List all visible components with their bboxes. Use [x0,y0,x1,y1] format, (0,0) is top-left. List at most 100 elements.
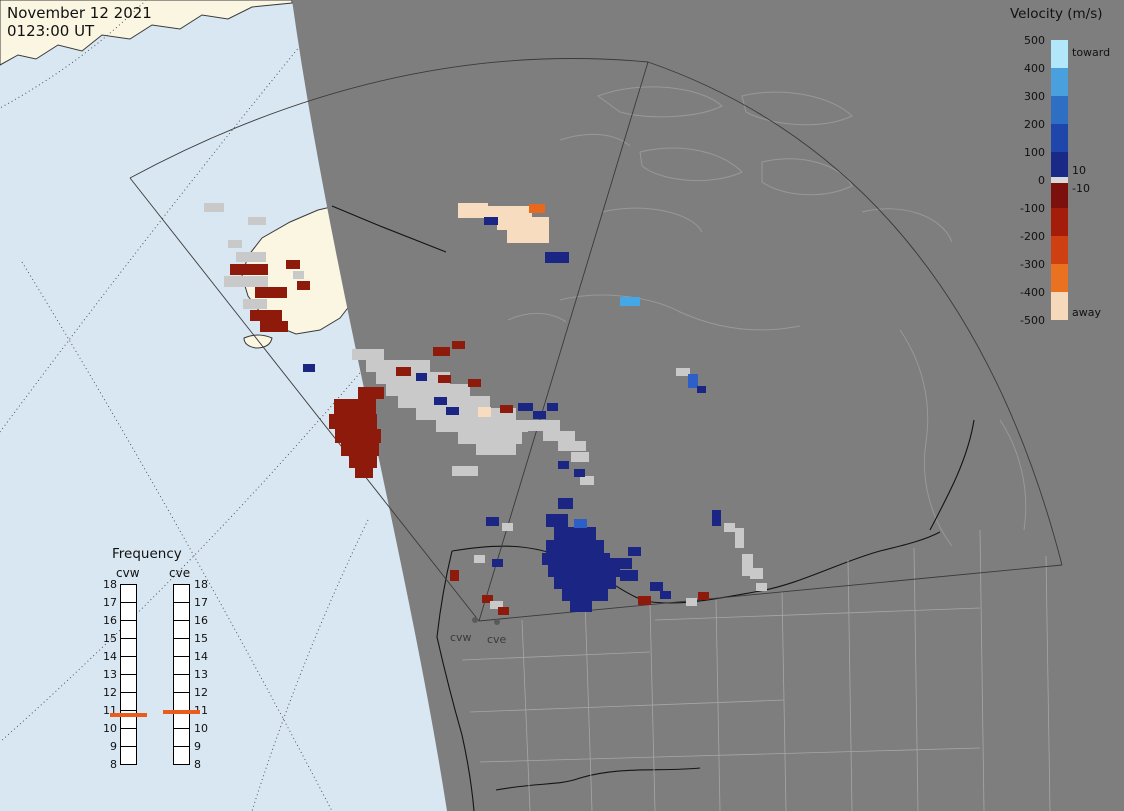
echo-cell-gray [518,420,560,431]
echo-cell-gray [243,299,267,309]
frequency-tick-cvw-12: 12 [103,686,117,699]
echo-cell-darkred [335,429,381,443]
frequency-cvw-header: cvw [116,566,140,580]
velocity-colorbar-segment [1051,182,1068,208]
echo-cell-navy [486,517,499,526]
echo-cell-darkred [297,281,310,290]
velocity-tick-0: 0 [1038,174,1045,187]
echo-cell-navy [518,403,533,411]
echo-cell-gray [756,583,767,591]
frequency-bar-segment [121,729,136,747]
echo-cell-navy [434,397,447,405]
frequency-tick-cve-10: 10 [194,722,208,735]
echo-cell-peach [497,217,549,230]
velocity-colorbar [1051,40,1068,320]
echo-cell-gray [458,432,522,444]
velocity-colorbar-segment [1051,96,1068,124]
velocity-tick--400: -400 [1020,286,1045,299]
velocity-colorbar-segment [1051,124,1068,152]
echo-cell-gray [676,368,690,376]
echo-cell-navy [558,498,573,509]
echo-cell-darkred [355,468,373,478]
frequency-bar-segment [174,675,189,693]
echo-cell-gray [228,240,242,248]
echo-cell-navy [546,514,568,527]
velocity-tick-400: 400 [1024,62,1045,75]
echo-cell-darkred [452,341,465,349]
echo-cell-gray [352,349,384,360]
frequency-bar-segment [121,675,136,693]
velocity-colorbar-segment [1051,235,1068,264]
radar-site-dot-cvw [472,617,478,623]
velocity-colorbar-segment [1051,263,1068,292]
velocity-tick-200: 200 [1024,118,1045,131]
frequency-bar-cve [173,584,190,765]
echo-cell-navy [697,386,706,393]
echo-cell-darkred [341,443,379,456]
frequency-bar-segment [174,621,189,639]
frequency-tick-cvw-16: 16 [103,614,117,627]
radar-echo-cells [204,203,767,615]
velocity-colorbar-segment [1051,152,1068,178]
echo-cell-gray [571,452,589,462]
echo-cell-navy [628,547,641,556]
velocity-colorbar-segment [1051,207,1068,236]
velocity-tick--100: -100 [1020,202,1045,215]
echo-cell-navy [554,577,616,589]
timestamp-date: November 12 2021 [7,4,152,22]
echo-cell-navy [545,252,569,263]
echo-cell-navy [554,527,596,540]
map-label-cve: cve [487,633,507,646]
echo-cell-darkred [433,347,450,356]
frequency-tick-cve-17: 17 [194,596,208,609]
frequency-tick-cvw-18: 18 [103,578,117,591]
echo-cell-darkred [450,570,459,581]
upper-threshold-label: 10 [1072,164,1086,178]
frequency-tick-cve-9: 9 [194,740,201,753]
frequency-bar-segment [121,711,136,729]
echo-cell-gray [735,528,744,548]
echo-cell-gray [502,523,513,531]
echo-cell-gray [742,554,753,576]
frequency-tick-cvw-14: 14 [103,650,117,663]
echo-cell-gray [686,598,697,606]
echo-cell-navy [303,364,315,372]
echo-cell-navy [492,559,503,567]
echo-cell-darkred [329,414,377,429]
echo-cell-gray [224,276,268,287]
echo-cell-peach [458,203,488,218]
echo-cell-gray [204,203,224,212]
frequency-bar-segment [121,639,136,657]
frequency-legend: Frequency cvw cve 18 18 17 17 16 16 15 15 14 14 13… [95,546,230,778]
echo-cell-navy [558,461,569,469]
timestamp-time: 0123:00 UT [7,22,95,40]
map-label-cvw: cvw [450,631,472,644]
frequency-tick-cve-12: 12 [194,686,208,699]
frequency-tick-cvw-17: 17 [103,596,117,609]
lower-threshold-label: -10 [1072,181,1090,195]
echo-cell-gray [476,444,516,455]
echo-cell-darkred [468,379,481,387]
toward-label: toward [1072,46,1111,59]
echo-cell-navy [712,510,721,526]
frequency-bar-segment [121,585,136,603]
echo-cell-peach [507,230,549,243]
frequency-tick-cve-18: 18 [194,578,208,591]
echo-cell-navy [574,469,585,477]
frequency-tick-cvw-15: 15 [103,632,117,645]
echo-cell-darkred [438,375,451,383]
graticule-dotted [0,0,397,811]
echo-cell-darkred [349,456,377,468]
velocity-colorbar-segment [1051,68,1068,96]
echo-cell-gray [386,384,470,396]
echo-cell-darkred [255,287,287,298]
echo-cell-darkred [260,321,288,332]
echo-cell-gray [366,360,430,372]
echo-cell-navy [610,558,632,569]
velocity-colorbar-segment [1051,291,1068,320]
echo-cell-darkred [358,387,384,399]
echo-cell-navy [620,570,638,581]
echo-cell-gray [490,601,503,609]
echo-cell-navy [446,407,459,415]
